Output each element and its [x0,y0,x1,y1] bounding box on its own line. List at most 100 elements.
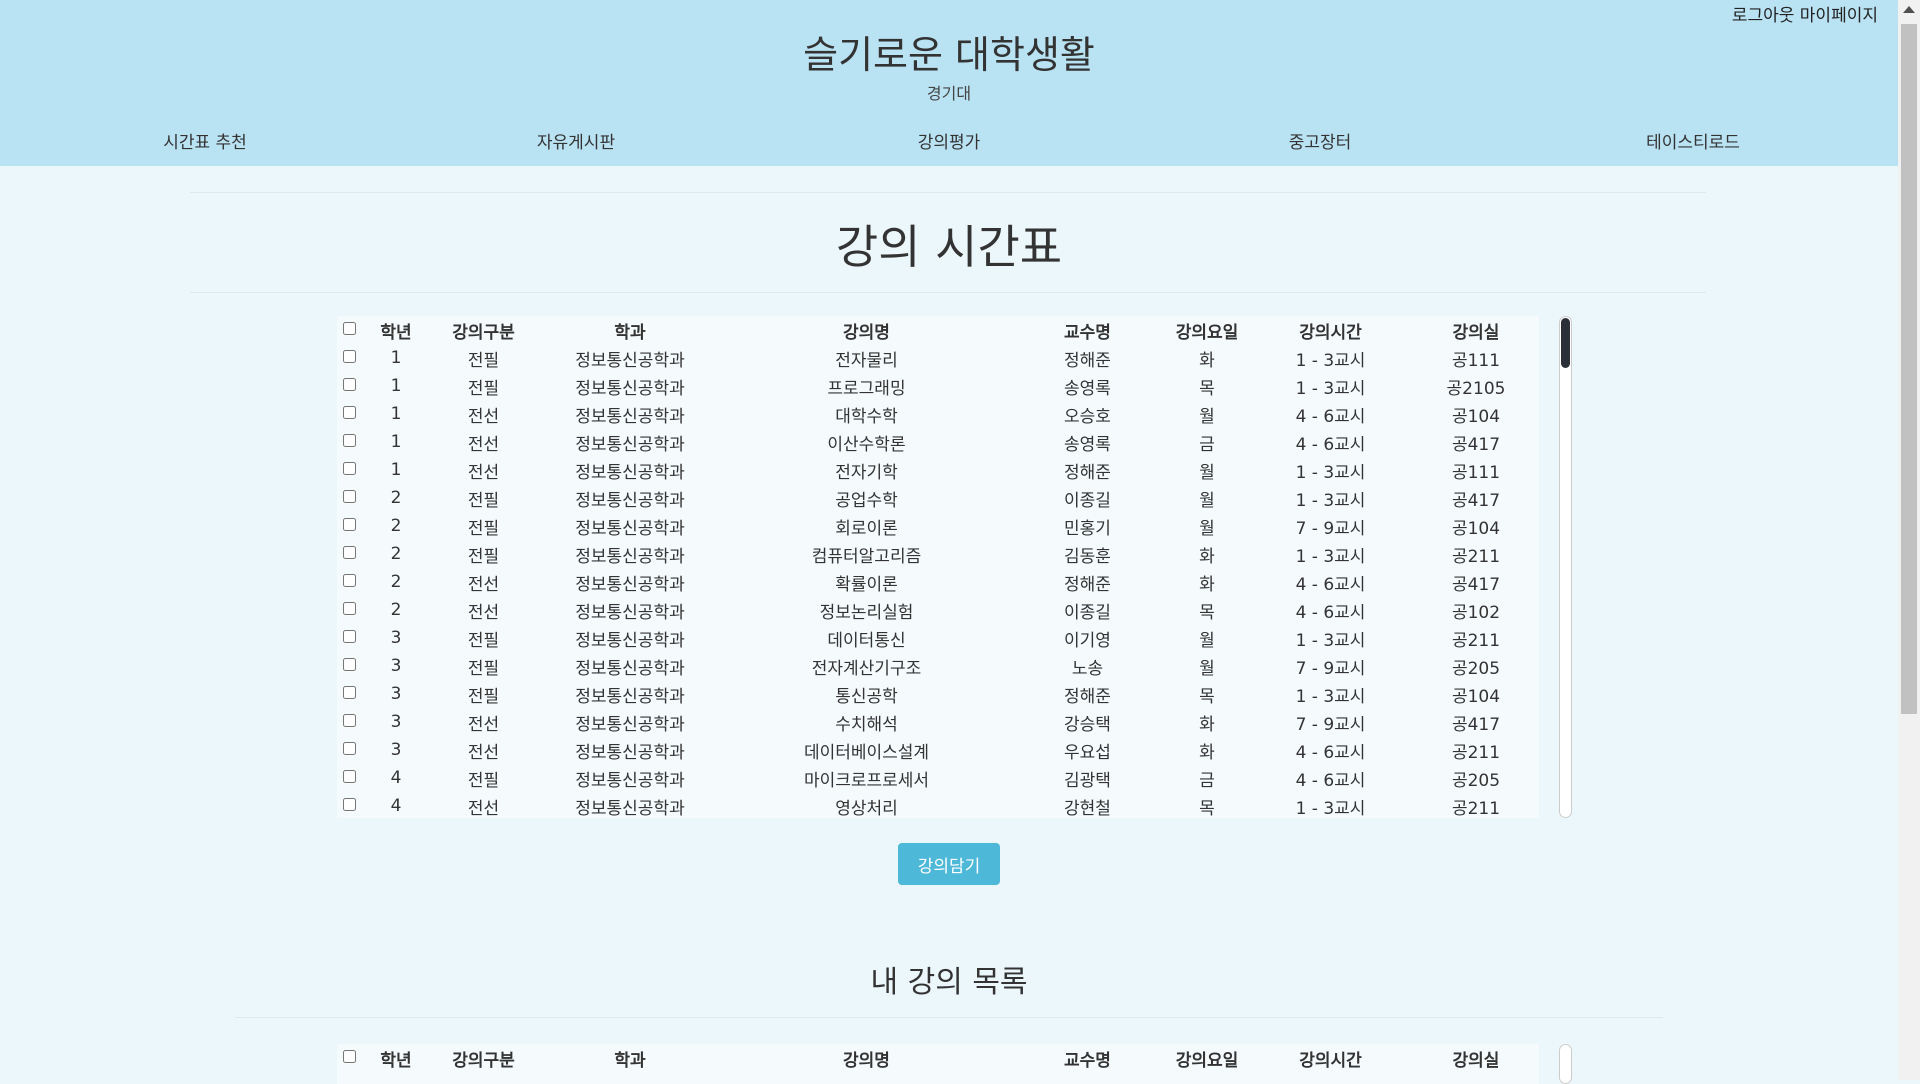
add-course-button[interactable]: 강의담기 [898,843,1000,885]
logout-link[interactable]: 로그아웃 [1731,6,1795,26]
table-cell: 마이크로프로세서 [803,770,930,791]
table-row[interactable]: 1 전선 정보통신공학과 전자기학 정해준 월 1 - 3교시 공111 [337,456,1539,484]
row-checkbox[interactable] [342,714,356,727]
scroll-up-arrow-icon[interactable] [1903,6,1915,13]
row-checkbox[interactable] [342,630,356,643]
table-cell: 이종길 [1064,490,1111,511]
table-row[interactable]: 3 전선 정보통신공학과 데이터베이스설계 우요섭 화 4 - 6교시 공211 [337,736,1539,764]
table-row[interactable]: 4 전필 정보통신공학과 마이크로프로세서 김광택 금 4 - 6교시 공205 [337,764,1539,792]
table-cell: 공417 [1451,574,1501,595]
table-cell: 월 [1199,490,1215,511]
table-row[interactable]: 1 전필 정보통신공학과 전자물리 정해준 화 1 - 3교시 공111 [337,344,1539,372]
table-cell: 전자계산기구조 [811,658,922,679]
table-row[interactable]: 2 전필 정보통신공학과 컴퓨터알고리즘 김동훈 화 1 - 3교시 공211 [337,540,1539,568]
table-row[interactable]: 3 전필 정보통신공학과 전자계산기구조 노송 월 7 - 9교시 공205 [337,652,1539,680]
table-row[interactable]: 1 전선 정보통신공학과 이산수학론 송영록 금 4 - 6교시 공417 [337,428,1539,456]
table-cell: 정해준 [1064,574,1111,595]
table-row[interactable]: 1 전선 정보통신공학과 대학수학 오승호 월 4 - 6교시 공104 [337,400,1539,428]
my-courses-scrollbar[interactable] [1559,1044,1572,1084]
table-cell: 공211 [1451,630,1501,651]
row-checkbox[interactable] [342,770,356,783]
table-cell: 수치해석 [835,714,898,735]
table-cell: 4 - 6교시 [1295,406,1366,427]
nav-course-review[interactable]: 강의평가 [917,133,981,153]
table-row[interactable]: 3 전선 정보통신공학과 수치해석 강승택 화 7 - 9교시 공417 [337,708,1539,736]
table-cell: 화 [1199,350,1215,371]
row-checkbox[interactable] [342,602,356,615]
table-cell: 1 - 3교시 [1295,798,1366,819]
table-cell: 공102 [1451,602,1501,623]
row-checkbox[interactable] [342,378,356,391]
table-cell: 전필 [467,770,500,791]
table-cell: 전필 [467,546,500,567]
table-cell: 공211 [1451,546,1501,567]
column-header: 강의요일 [1175,322,1239,343]
select-all-checkbox[interactable] [342,1050,356,1063]
table-cell: 김동훈 [1064,546,1111,567]
divider [190,192,1706,193]
timetable-table: 학년 강의구분 학과 강의명 교수명 강의요일 강의시간 강의실 1 전필 정보통신… [337,316,1539,818]
table-cell: 4 - 6교시 [1295,434,1366,455]
table-cell: 김광택 [1064,770,1111,791]
row-checkbox[interactable] [342,546,356,559]
page-scrollbar-thumb[interactable] [1901,24,1917,714]
row-checkbox[interactable] [342,490,356,503]
table-cell: 정보통신공학과 [575,546,685,567]
row-checkbox[interactable] [342,742,356,755]
column-header: 학년 [380,1050,412,1071]
table-row[interactable]: 1 전필 정보통신공학과 프로그래밍 송영록 목 1 - 3교시 공2105 [337,372,1539,400]
timetable-scrollbar[interactable] [1559,316,1572,818]
table-row[interactable]: 2 전필 정보통신공학과 회로이론 민홍기 월 7 - 9교시 공104 [337,512,1539,540]
nav-free-board[interactable]: 자유게시판 [536,133,616,153]
table-cell: 3 [390,684,402,704]
table-cell: 민홍기 [1064,518,1111,539]
table-row[interactable]: 2 전선 정보통신공학과 정보논리실험 이종길 목 4 - 6교시 공102 [337,596,1539,624]
row-checkbox[interactable] [342,574,356,587]
table-cell: 정보통신공학과 [575,350,685,371]
table-cell: 화 [1199,574,1215,595]
row-checkbox[interactable] [342,406,356,419]
mypage-link[interactable]: 마이페이지 [1799,6,1878,26]
nav-marketplace[interactable]: 중고장터 [1288,133,1352,153]
row-checkbox[interactable] [342,434,356,447]
table-cell: 1 - 3교시 [1295,378,1366,399]
timetable-scrollbar-thumb[interactable] [1561,318,1570,368]
row-checkbox[interactable] [342,798,356,811]
table-cell: 월 [1199,630,1215,651]
row-checkbox[interactable] [342,686,356,699]
select-all-checkbox[interactable] [342,322,356,335]
nav-tasty-road[interactable]: 테이스티로드 [1646,133,1740,153]
table-cell: 정보통신공학과 [575,602,685,623]
table-row[interactable]: 4 전선 정보통신공학과 영상처리 강현철 목 1 - 3교시 공211 [337,792,1539,818]
column-header: 학과 [614,322,646,343]
table-cell: 4 [390,796,402,816]
table-cell: 월 [1199,658,1215,679]
column-header: 교수명 [1064,322,1111,343]
table-cell: 전필 [467,378,500,399]
page-scrollbar[interactable] [1898,0,1920,1080]
table-cell: 4 - 6교시 [1295,742,1366,763]
table-cell: 화 [1199,714,1215,735]
nav-timetable-recommend[interactable]: 시간표 추천 [163,133,247,153]
column-header: 강의요일 [1175,1050,1239,1071]
table-cell: 정보통신공학과 [575,798,685,819]
table-cell: 강현철 [1064,798,1111,819]
table-cell: 4 [390,768,402,788]
table-cell: 정보통신공학과 [575,378,685,399]
table-cell: 정보통신공학과 [575,434,685,455]
row-checkbox[interactable] [342,462,356,475]
table-row[interactable]: 2 전선 정보통신공학과 확률이론 정해준 화 4 - 6교시 공417 [337,568,1539,596]
table-cell: 1 [390,404,402,424]
table-row[interactable]: 2 전필 정보통신공학과 공업수학 이종길 월 1 - 3교시 공417 [337,484,1539,512]
table-row[interactable]: 3 전필 정보통신공학과 통신공학 정해준 목 1 - 3교시 공104 [337,680,1539,708]
table-cell: 2 [390,516,402,536]
row-checkbox[interactable] [342,658,356,671]
table-cell: 화 [1199,546,1215,567]
table-cell: 확률이론 [835,574,898,595]
table-row[interactable]: 3 전필 정보통신공학과 데이터통신 이기영 월 1 - 3교시 공211 [337,624,1539,652]
table-cell: 공205 [1451,770,1501,791]
row-checkbox[interactable] [342,518,356,531]
row-checkbox[interactable] [342,350,356,363]
table-cell: 정보통신공학과 [575,742,685,763]
table-cell: 목 [1199,378,1215,399]
